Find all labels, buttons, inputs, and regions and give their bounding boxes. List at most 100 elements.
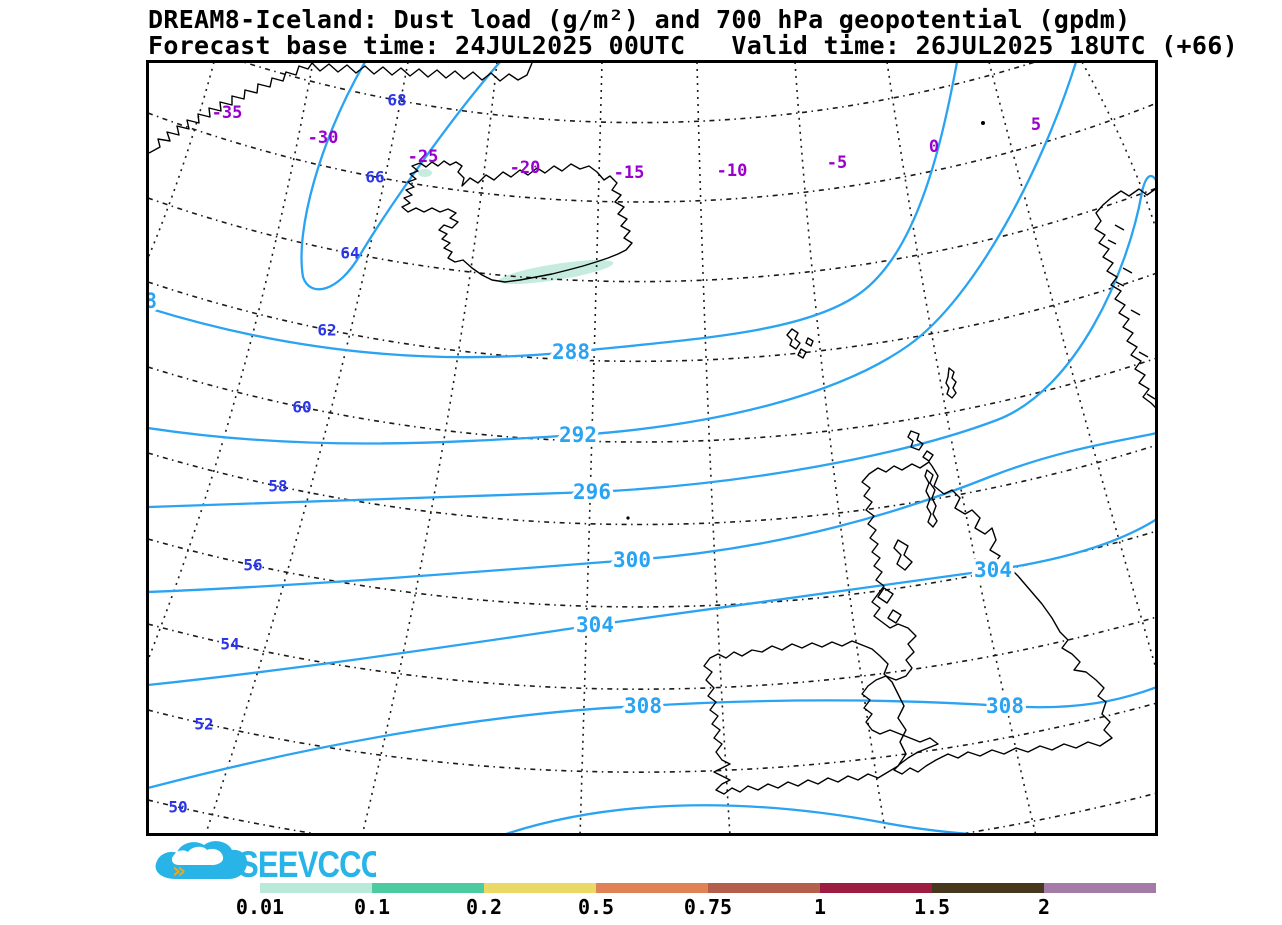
coast-shetland xyxy=(945,367,957,399)
geopotential-contour-292 xyxy=(149,63,1077,445)
coastlines xyxy=(149,63,1155,795)
parallel-58 xyxy=(149,444,1155,526)
geopotential-contour-308 xyxy=(149,686,1155,789)
longitude-label: -30 xyxy=(308,128,339,148)
parallel-62 xyxy=(149,272,1155,363)
latitude-label: 56 xyxy=(243,556,262,575)
contour-value-labels: 288 288 292 296 300 304 304 308 308 xyxy=(146,286,1027,722)
meridian--35 xyxy=(149,63,215,258)
island-rockall xyxy=(626,516,630,520)
coast-norway-fjords xyxy=(1107,224,1155,400)
graticule-parallels xyxy=(149,63,1155,833)
longitude-label: -35 xyxy=(212,103,243,123)
latitude-label: 52 xyxy=(194,715,213,734)
geopotential-contour-300 xyxy=(149,432,1155,594)
latitude-label: 50 xyxy=(168,798,187,817)
latitude-label: 66 xyxy=(365,168,384,187)
contour-label: 304 xyxy=(576,613,614,637)
parallel-66 xyxy=(149,102,1155,203)
latitude-label: 64 xyxy=(340,244,359,263)
longitude-label: -15 xyxy=(614,163,645,183)
meridian-5 xyxy=(988,63,1155,668)
contour-label: 292 xyxy=(559,423,597,447)
latitude-label: 58 xyxy=(268,477,287,496)
cloud-icon: » xyxy=(155,841,248,884)
colorbar-tick-label: 0.01 xyxy=(235,895,285,919)
latitude-label: 68 xyxy=(387,91,406,110)
contour-label: 296 xyxy=(573,480,611,504)
latitude-label: 54 xyxy=(220,635,239,654)
meridian--5 xyxy=(794,63,887,833)
longitude-label: -25 xyxy=(408,147,439,167)
meridian-10 xyxy=(1081,63,1155,229)
colorbar-tick-label: 1.5 xyxy=(913,895,951,919)
colorbar-segment xyxy=(372,883,484,893)
parallel-60 xyxy=(149,357,1155,443)
parallel-68 xyxy=(244,63,1035,124)
contour-label: 308 xyxy=(986,694,1024,718)
colorbar-segment xyxy=(820,883,932,893)
colorbar-tick-label: 1 xyxy=(813,895,827,919)
geopotential-contour-296 xyxy=(149,174,1155,509)
geopotential-contour-304 xyxy=(149,518,1155,687)
coast-greenland-north xyxy=(311,63,533,82)
parallel-64 xyxy=(149,187,1155,283)
colorbar-segment xyxy=(260,883,372,893)
chart-title: DREAM8-Iceland: Dust load (g/m²) and 700… xyxy=(148,5,1131,34)
coast-inner-hebrides xyxy=(877,539,913,624)
coast-norway xyxy=(1094,188,1155,408)
colorbar-segment xyxy=(596,883,708,893)
graticule-meridians xyxy=(149,63,1155,833)
meridian--30 xyxy=(149,63,314,660)
chart-subtitle-times: Forecast base time: 24JUL2025 00UTC Vali… xyxy=(148,31,1238,60)
geopotential-contours xyxy=(149,63,1155,833)
longitude-label: -10 xyxy=(717,161,748,181)
coast-orkney xyxy=(907,430,934,462)
latitude-labels: 68 66 64 62 60 58 56 54 52 50 xyxy=(168,91,406,817)
longitude-labels: -35 -30 -25 -20 -15 -10 -5 0 5 xyxy=(212,103,1041,183)
geopotential-contour-284 xyxy=(300,63,501,291)
longitude-label: 5 xyxy=(1031,115,1041,135)
geopotential-contour-312 xyxy=(505,804,971,833)
meridian--25 xyxy=(205,63,409,833)
meridian--20 xyxy=(361,63,498,833)
contour-label: 300 xyxy=(613,548,651,572)
dust-patch-westfjords xyxy=(418,169,432,177)
colorbar-segment xyxy=(708,883,820,893)
latitude-label: 62 xyxy=(317,321,336,340)
island-jan-mayen xyxy=(981,121,985,125)
dust-load-colorbar: 0.01 0.1 0.2 0.5 0.75 1 1.5 2 xyxy=(236,883,1156,923)
coast-greenland xyxy=(149,63,313,154)
coast-faroe-islands xyxy=(786,328,814,359)
colorbar-tick-label: 0.2 xyxy=(465,895,503,919)
colorbar-tick-label: 0.75 xyxy=(683,895,733,919)
coast-outer-hebrides xyxy=(924,469,938,528)
colorbar-strip xyxy=(260,883,1156,893)
colorbar-segment xyxy=(1044,883,1156,893)
contour-label: 304 xyxy=(974,558,1012,582)
logo-text: SEEVCCC xyxy=(238,845,376,886)
parallel-54 xyxy=(149,616,1155,690)
contour-label: 288 xyxy=(146,289,157,313)
coast-iceland xyxy=(401,160,633,283)
coast-ireland xyxy=(703,640,907,795)
logo-arrow-icon: » xyxy=(172,859,186,884)
contour-label: 308 xyxy=(624,694,662,718)
geopotential-contour-288 xyxy=(149,63,958,359)
parallel-50 xyxy=(149,792,1155,833)
colorbar-tick-label: 0.5 xyxy=(577,895,615,919)
coast-great-britain xyxy=(861,461,1113,775)
meridian-0 xyxy=(886,63,1037,833)
colorbar-segment xyxy=(932,883,1044,893)
contour-label: 288 xyxy=(552,340,590,364)
dust-load-shading xyxy=(418,169,614,285)
longitude-label: -5 xyxy=(827,153,847,173)
meridian--15 xyxy=(579,63,603,833)
seevccc-logo: » SEEVCCC xyxy=(155,841,376,886)
colorbar-tick-label: 0.1 xyxy=(353,895,391,919)
longitude-label: 0 xyxy=(929,137,939,157)
longitude-label: -20 xyxy=(510,158,541,178)
latitude-label: 60 xyxy=(292,398,311,417)
